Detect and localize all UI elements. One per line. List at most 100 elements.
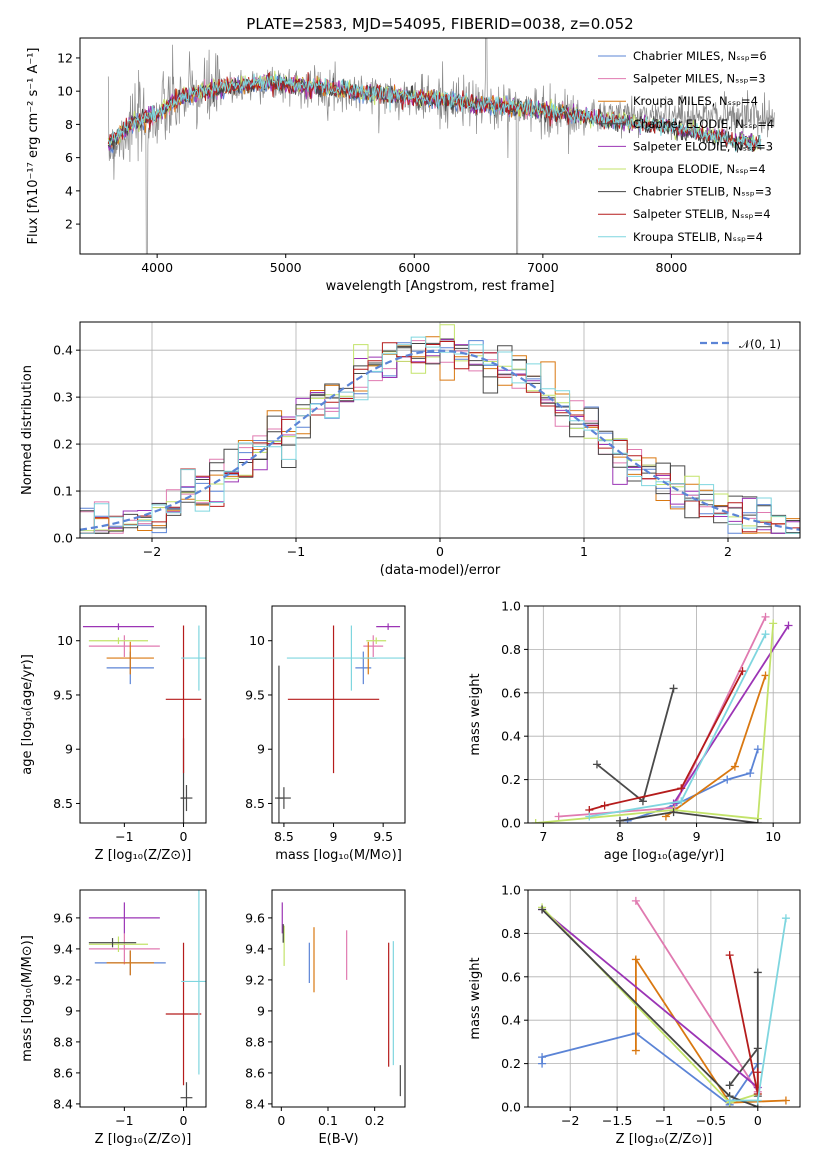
y-tick-label: 0.1 xyxy=(53,484,73,499)
x-axis-label: wavelength [Angstrom, rest frame] xyxy=(326,279,555,294)
weight-marker xyxy=(761,630,770,639)
y-axis-label: mass weight xyxy=(468,673,483,755)
x-tick-label: 6000 xyxy=(398,260,430,275)
x-axis-label: Z [log₁₀(Z/Z⊙)] xyxy=(95,848,192,863)
y-tick-label: 9 xyxy=(65,1003,73,1018)
gaussian-curve xyxy=(80,349,800,531)
y-tick-label: 0.3 xyxy=(53,390,73,405)
y-tick-label: 8.8 xyxy=(53,1034,73,1049)
y-tick-label: 9.5 xyxy=(53,687,73,702)
legend-label: Kroupa MILES, Nₛₛₚ=4 xyxy=(633,94,758,108)
y-axis-label: Flux [fλ10⁻¹⁷ erg cm⁻² s⁻¹ A⁻¹] xyxy=(26,48,41,245)
x-tick-label: 10 xyxy=(765,829,781,844)
weight-marker xyxy=(538,905,547,914)
x-tick-label: 0 xyxy=(436,544,444,559)
x-tick-label: −1 xyxy=(655,1113,673,1128)
weight-marker xyxy=(554,812,563,821)
x-tick-label: 7 xyxy=(539,829,547,844)
weight-marker xyxy=(585,812,594,821)
legend-label: Salpeter MILES, Nₛₛₚ=3 xyxy=(633,72,766,86)
legend-label: Kroupa ELODIE, Nₛₛₚ=4 xyxy=(633,162,766,176)
y-tick-label: 8.4 xyxy=(53,1096,73,1111)
axes-frame xyxy=(79,605,207,824)
weight-marker xyxy=(725,1096,734,1105)
axes-frame xyxy=(271,889,406,1108)
x-tick-label: −2 xyxy=(143,544,161,559)
x-tick-label: 0 xyxy=(180,829,188,844)
weight-marker xyxy=(753,968,762,977)
x-axis-label: (data-model)/error xyxy=(380,563,501,578)
x-tick-label: 0.1 xyxy=(318,1113,338,1128)
weight-line xyxy=(541,908,759,1089)
panel-mass-vs-Z: −1 0 8.4 8.6 8.8 9 9.2 9.4 9.6 Z [log₁₀(Z/Z⊙)] mas… xyxy=(20,889,207,1147)
chart-title: PLATE=2583, MJD=54095, FIBERID=0038, z=0… xyxy=(246,15,633,33)
x-tick-label: 9 xyxy=(693,829,701,844)
weight-marker xyxy=(746,769,755,778)
y-tick-label: 9.6 xyxy=(53,910,73,925)
weight-marker xyxy=(677,784,686,793)
y-tick-label: 8.5 xyxy=(245,796,265,811)
weight-marker xyxy=(753,1096,762,1105)
weight-marker xyxy=(753,1044,762,1053)
y-tick-label: 8.6 xyxy=(53,1065,73,1080)
x-tick-label: 0 xyxy=(277,1113,285,1128)
panel-age-vs-mass: 8.5 9 9.5 8.5 9 9.5 10 mass [log₁₀(M/M⊙)] xyxy=(245,605,406,863)
panel-age-vs-Z: −1 0 8.5 9 9.5 10 Z [log₁₀(Z/Z⊙)] age [log₁₀(ag… xyxy=(20,605,207,863)
x-tick-label: 9.5 xyxy=(373,829,393,844)
y-tick-label: 1.0 xyxy=(501,883,521,898)
legend-label: Kroupa STELIB, Nₛₛₚ=4 xyxy=(633,230,763,244)
weight-marker xyxy=(531,819,540,823)
y-tick-label: 0.2 xyxy=(501,772,521,787)
y-tick-label: 9.2 xyxy=(245,972,265,987)
plot-area xyxy=(274,623,405,823)
weight-marker xyxy=(723,775,732,784)
panel-residuals: 𝒩(0, 1) −2 −1 0 1 2 0.0 0.1 0.2 0.3 0.4 (data-model… xyxy=(20,321,801,578)
x-tick-label: 7000 xyxy=(527,260,559,275)
legend-label: 𝒩(0, 1) xyxy=(739,337,781,351)
weight-line xyxy=(535,623,775,823)
x-axis-label: Z [log₁₀(Z/Z⊙)] xyxy=(616,1132,713,1147)
weight-line xyxy=(672,625,790,804)
weight-marker xyxy=(631,955,640,964)
weight-marker xyxy=(538,1053,547,1062)
y-axis-label: Normed distribution xyxy=(20,365,35,495)
legend-label: Chabrier STELIB, Nₛₛₚ=3 xyxy=(633,185,772,199)
weight-line xyxy=(635,900,759,1093)
plot-area xyxy=(88,890,206,1107)
plot-area xyxy=(531,612,793,823)
y-tick-label: 0.8 xyxy=(501,642,521,657)
y-tick-label: 9.2 xyxy=(53,972,73,987)
weight-marker xyxy=(669,684,678,693)
legend-label: Chabrier ELODIE, Nₛₛₚ=4 xyxy=(633,117,774,131)
plot-area xyxy=(538,896,790,1107)
y-tick-label: 0.6 xyxy=(501,969,521,984)
y-tick-label: 9.4 xyxy=(53,941,73,956)
y-tick-label: 8 xyxy=(65,117,73,132)
y-tick-label: 8.5 xyxy=(53,796,73,811)
x-tick-label: 8000 xyxy=(656,260,688,275)
x-tick-label: 0 xyxy=(180,1113,188,1128)
weight-marker xyxy=(730,762,739,771)
legend-label: Chabrier MILES, Nₛₛₚ=6 xyxy=(633,49,767,63)
plot-area xyxy=(107,38,775,254)
y-tick-label: 0.4 xyxy=(501,729,521,744)
x-axis-label: E(B-V) xyxy=(318,1132,358,1147)
weight-line xyxy=(728,972,759,1097)
weight-marker xyxy=(781,1096,790,1105)
weight-line xyxy=(541,1032,759,1107)
y-tick-label: 8.8 xyxy=(245,1034,265,1049)
y-axis-label: mass weight xyxy=(468,957,483,1039)
y-tick-label: 9 xyxy=(257,1003,265,1018)
x-tick-label: −1.5 xyxy=(602,1113,632,1128)
weight-marker xyxy=(761,671,770,680)
y-tick-label: 9.6 xyxy=(245,910,265,925)
weight-marker xyxy=(784,621,793,630)
legend-label: Salpeter STELIB, Nₛₛₚ=4 xyxy=(633,207,771,221)
y-tick-label: 10 xyxy=(249,633,265,648)
x-axis-label: age [log₁₀(age/yr)] xyxy=(604,848,725,863)
weight-marker xyxy=(669,808,678,817)
weight-marker xyxy=(761,612,770,621)
weight-marker xyxy=(738,667,747,676)
y-tick-label: 2 xyxy=(65,217,73,232)
